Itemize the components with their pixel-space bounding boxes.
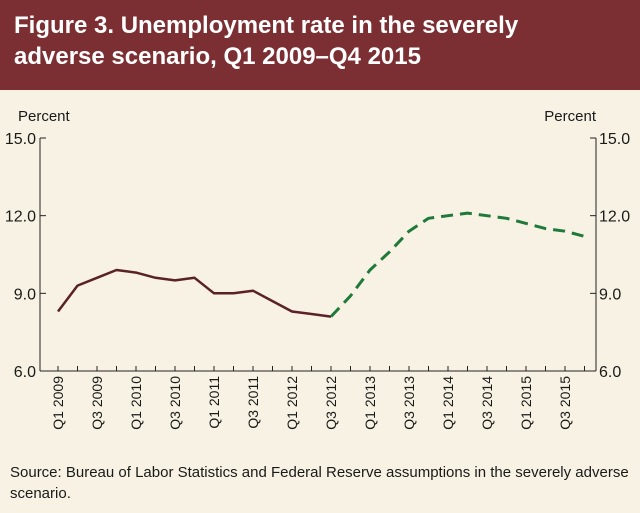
line-chart: Percent Percent 6.0 6.0 9.0 9.0 12.0 12.0 15.0… bbox=[5, 108, 630, 430]
x-tick-label: Q3 2012 bbox=[323, 376, 339, 430]
tick-labels: 6.0 6.0 9.0 9.0 12.0 12.0 15.0 15.0 Q1 2009 Q3 20… bbox=[5, 131, 630, 430]
x-tick-label: Q1 2014 bbox=[440, 376, 456, 430]
x-tick-label: Q1 2012 bbox=[284, 376, 300, 430]
source-note: Source: Bureau of Labor Statistics and F… bbox=[10, 464, 629, 502]
y-tick-label-right: 12.0 bbox=[599, 209, 630, 226]
x-tick-label: Q1 2009 bbox=[50, 376, 66, 430]
figure-title: Figure 3. Unemployment rate in the sever… bbox=[14, 12, 519, 70]
x-tick-label: Q3 2014 bbox=[479, 376, 495, 430]
y-tick-label-left: 9.0 bbox=[14, 286, 36, 303]
figure-header: Figure 3. Unemployment rate in the sever… bbox=[0, 0, 640, 90]
x-tick-label: Q1 2011 bbox=[206, 376, 222, 429]
historical-series-line bbox=[57, 268, 332, 318]
y-axis-label-right: Percent bbox=[544, 108, 597, 125]
x-tick-label: Q3 2009 bbox=[89, 376, 105, 430]
x-tick-label: Q3 2013 bbox=[401, 376, 417, 430]
y-tick-label-left: 15.0 bbox=[5, 131, 36, 148]
scenario-series-line bbox=[329, 211, 585, 318]
x-tick-label: Q1 2010 bbox=[128, 376, 144, 430]
y-tick-label-right: 9.0 bbox=[599, 286, 621, 303]
x-tick-label: Q3 2010 bbox=[167, 376, 183, 430]
y-tick-label-right: 15.0 bbox=[599, 131, 630, 148]
y-tick-label-left: 12.0 bbox=[5, 209, 36, 226]
y-tick-label-right: 6.0 bbox=[599, 364, 621, 381]
series-lines bbox=[57, 211, 585, 318]
x-tick-label: Q3 2015 bbox=[557, 376, 573, 430]
x-tick-label: Q1 2013 bbox=[362, 376, 378, 430]
y-axis-label-left: Percent bbox=[18, 108, 71, 125]
axes bbox=[39, 137, 597, 372]
y-tick-label-left: 6.0 bbox=[14, 364, 36, 381]
x-tick-label: Q1 2015 bbox=[518, 376, 534, 430]
x-tick-label: Q3 2011 bbox=[245, 376, 261, 429]
